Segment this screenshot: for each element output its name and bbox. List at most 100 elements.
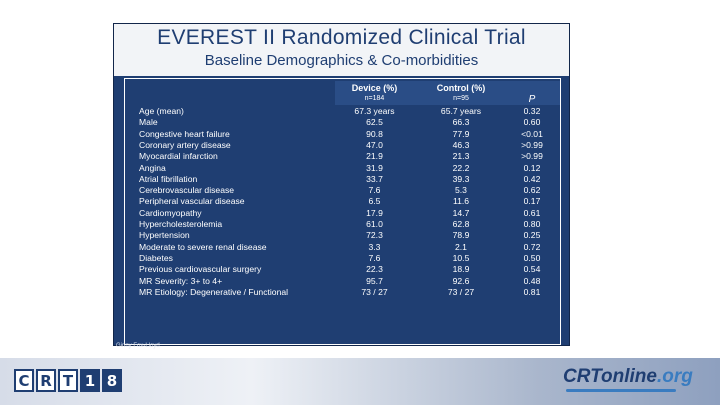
row-label: Coronary artery disease — [139, 139, 231, 150]
table-row: Male 62.5 66.3 0.60 — [125, 117, 560, 128]
device-value: 95.7 — [366, 275, 383, 286]
table-row: MR Etiology: Degenerative / Functional 73… — [125, 287, 560, 298]
crt-letter: R — [36, 369, 56, 392]
device-value: 67.3 years — [354, 106, 395, 116]
control-value: 14.7 — [452, 207, 470, 218]
table-panel: Device (%) n=184 Control (%) n=95 P Age … — [124, 78, 561, 345]
control-value: 62.8 — [452, 219, 470, 229]
crtonline-logo: CRTonline.org — [563, 366, 693, 388]
table-row: Diabetes 7.6 10.5 0.50 — [125, 253, 560, 264]
row-label: Male — [139, 117, 158, 128]
device-value: 3.3 — [368, 241, 381, 252]
control-value: 10.5 — [452, 252, 470, 263]
device-value: 6.5 — [368, 196, 381, 207]
device-value: 7.6 — [368, 252, 381, 263]
crtonline-suffix: .org — [656, 366, 693, 387]
control-header: Control (%) — [436, 83, 486, 93]
p-value: 0.81 — [523, 286, 541, 297]
row-label: Cardiomyopathy — [139, 207, 202, 218]
crtonline-swoosh — [566, 389, 676, 392]
slide: EVEREST II Randomized Clinical Trial Bas… — [113, 23, 570, 346]
row-label: MR Severity: 3+ to 4+ — [139, 275, 223, 286]
control-value: 65.7 years — [440, 106, 482, 116]
table-row: Congestive heart failure 90.8 77.9 <0.01 — [125, 129, 560, 140]
device-value: 62.5 — [366, 117, 383, 128]
device-value: 7.6 — [368, 185, 381, 196]
device-n: n=184 — [364, 95, 385, 102]
p-value: 0.60 — [523, 117, 541, 128]
control-value: 77.9 — [452, 128, 470, 139]
row-label: Previous cardiovascular surgery — [139, 264, 262, 275]
crt-letter: T — [58, 369, 78, 392]
control-value: 66.3 — [452, 117, 470, 128]
table-row: Myocardial infarction 21.9 21.3 >0.99 — [125, 151, 560, 162]
table-row: Age (mean) 67.3 years 65.7 years 0.32 — [125, 106, 560, 117]
crt-number: 8 — [102, 369, 122, 392]
row-label: Hypercholesterolemia — [139, 219, 223, 229]
p-value: >0.99 — [521, 151, 543, 162]
crt-number: 1 — [80, 369, 100, 392]
control-value: 73 / 27 — [447, 286, 475, 297]
crtonline-name: CRTonline — [563, 366, 657, 387]
table-row: MR Severity: 3+ to 4+ 95.7 92.6 0.48 — [125, 276, 560, 287]
p-value: 0.48 — [523, 275, 541, 286]
table-row: Moderate to severe renal disease 3.3 2.1 0.… — [125, 242, 560, 253]
p-value: <0.01 — [521, 128, 543, 139]
device-value: 22.3 — [366, 264, 383, 275]
slide-subtitle: Baseline Demographics & Co-morbidities — [204, 52, 479, 69]
device-value: 61.0 — [366, 219, 383, 229]
title-box: EVEREST II Randomized Clinical Trial Bas… — [114, 24, 569, 76]
row-label: Diabetes — [139, 252, 173, 263]
control-value: 18.9 — [452, 264, 470, 275]
device-value: 73 / 27 — [361, 286, 388, 297]
p-header: P — [528, 94, 536, 105]
control-value: 46.3 — [452, 139, 470, 150]
p-value: 0.61 — [523, 207, 541, 218]
device-value: 33.7 — [366, 173, 383, 184]
control-value: 92.6 — [452, 275, 470, 286]
control-value: 21.3 — [452, 151, 470, 162]
p-value: 0.62 — [523, 185, 541, 196]
row-label: Myocardial infarction — [139, 151, 218, 162]
p-value: 0.42 — [523, 173, 541, 184]
control-value: 39.3 — [452, 173, 470, 184]
crt-letter: C — [14, 369, 34, 392]
table-row: Cardiomyopathy 17.9 14.7 0.61 — [125, 208, 560, 219]
table-row: Coronary artery disease 47.0 46.3 >0.99 — [125, 140, 560, 151]
p-value: 0.32 — [523, 106, 541, 116]
control-n: n=95 — [453, 95, 469, 102]
p-value: 0.72 — [523, 241, 541, 252]
row-label: Cerebrovascular disease — [139, 185, 235, 196]
row-label: Hypertension — [139, 230, 190, 241]
row-label: MR Etiology: Degenerative / Functional — [139, 286, 289, 297]
slide-title: EVEREST II Randomized Clinical Trial — [157, 26, 526, 49]
photo-credit: Ginny Fox-Lloyd — [116, 343, 160, 349]
header-band — [335, 81, 560, 105]
p-value: 0.17 — [523, 196, 541, 207]
table-row: Peripheral vascular disease 6.5 11.6 0.17 — [125, 196, 560, 207]
device-value: 21.9 — [366, 151, 383, 162]
p-value: 0.80 — [523, 219, 541, 229]
table-row: Previous cardiovascular surgery 22.3 18.9 0… — [125, 264, 560, 275]
device-value: 17.9 — [366, 207, 383, 218]
table-row: Angina 31.9 22.2 0.12 — [125, 163, 560, 174]
control-value: 11.6 — [452, 196, 470, 207]
row-label: Congestive heart failure — [139, 128, 230, 139]
p-value: 0.12 — [523, 162, 541, 173]
control-value: 2.1 — [455, 241, 467, 252]
table-row: Atrial fibrillation 33.7 39.3 0.42 — [125, 174, 560, 185]
table-row: Cerebrovascular disease 7.6 5.3 0.62 — [125, 185, 560, 196]
device-value: 72.3 — [366, 230, 383, 241]
control-value: 5.3 — [455, 185, 467, 196]
p-value: 0.25 — [523, 230, 541, 241]
row-label: Angina — [139, 162, 166, 173]
row-label: Age (mean) — [139, 106, 184, 116]
device-value: 31.9 — [366, 162, 383, 173]
crt18-logo: C R T 1 8 — [14, 369, 124, 394]
p-value: >0.99 — [521, 139, 543, 150]
device-value: 47.0 — [366, 139, 383, 150]
p-value: 0.54 — [523, 264, 541, 275]
p-value: 0.50 — [523, 252, 541, 263]
row-label: Peripheral vascular disease — [139, 196, 245, 207]
row-label: Atrial fibrillation — [139, 173, 198, 184]
